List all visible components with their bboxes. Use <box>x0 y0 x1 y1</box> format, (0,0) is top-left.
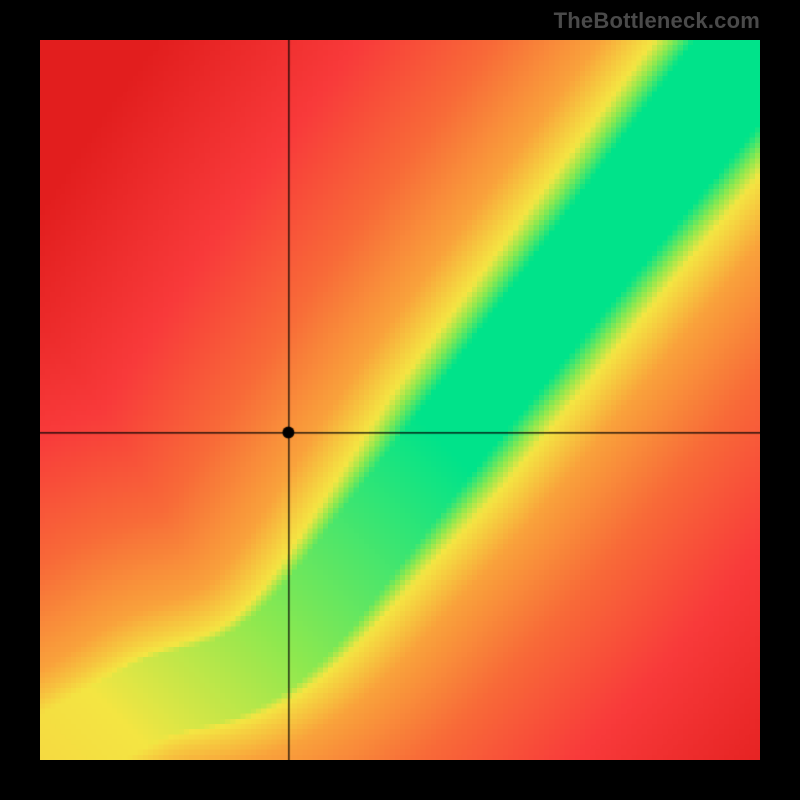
watermark-text: TheBottleneck.com <box>554 8 760 34</box>
plot-area <box>40 40 760 760</box>
crosshair-overlay <box>40 40 760 760</box>
chart-frame: TheBottleneck.com <box>0 0 800 800</box>
